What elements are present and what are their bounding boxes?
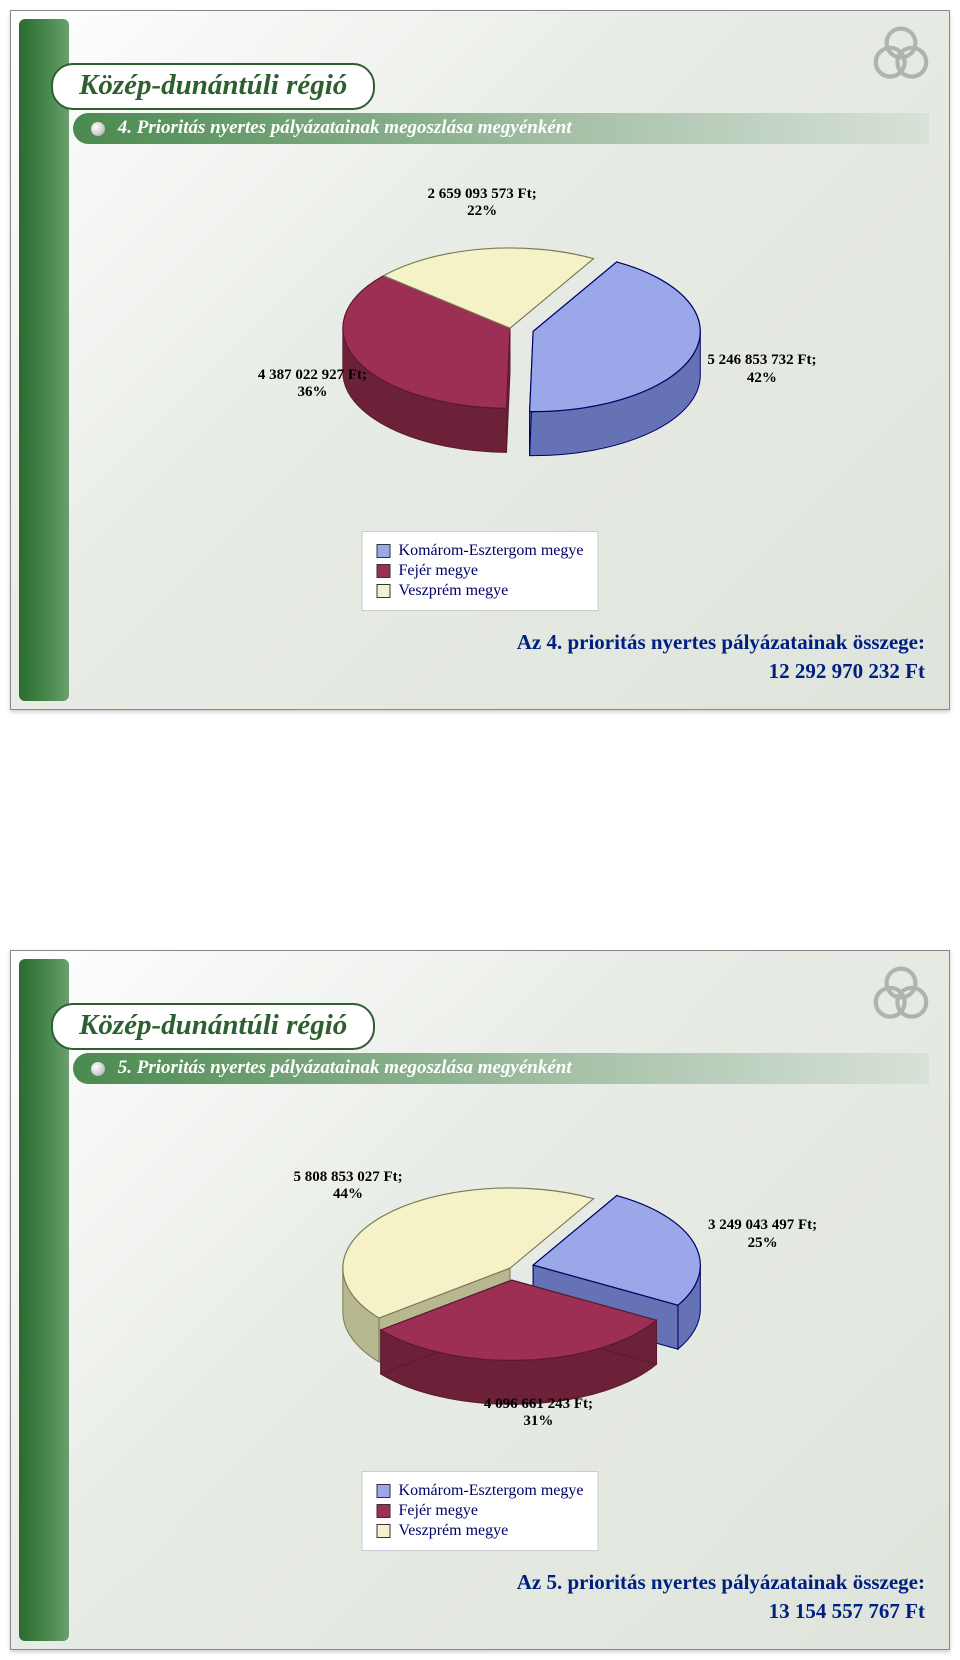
legend-label: Veszprém megye (399, 582, 509, 600)
subtitle-text: 5. Prioritás nyertes pályázatainak megos… (118, 1057, 572, 1078)
legend-item: Veszprém megye (377, 1522, 584, 1540)
slice-label: 3 249 043 497 Ft;25% (683, 1217, 843, 1252)
bullet-icon (91, 1062, 105, 1076)
subtitle-text: 4. Prioritás nyertes pályázatainak megos… (118, 117, 572, 138)
slide-subtitle: 4. Prioritás nyertes pályázatainak megos… (73, 113, 929, 144)
slide-1: Közép-dunántúli régió 4. Prioritás nyert… (10, 10, 950, 710)
summary-line1: Az 5. prioritás nyertes pályázatainak ös… (517, 1568, 925, 1596)
slice-label: 4 096 661 243 Ft;31% (458, 1396, 618, 1431)
slide-title: Közép-dunántúli régió (51, 63, 375, 110)
pie-chart: 5 246 853 732 Ft;42% 4 387 022 927 Ft;36%… (101, 161, 919, 559)
bullet-icon (91, 122, 105, 136)
legend-swatch (377, 1484, 391, 1498)
legend-label: Komárom-Esztergom megye (399, 542, 584, 560)
legend-item: Komárom-Esztergom megye (377, 1482, 584, 1500)
sidebar-accent (19, 959, 69, 1641)
chart-legend: Komárom-Esztergom megye Fejér megye Vesz… (362, 1471, 599, 1551)
slide-2: Közép-dunántúli régió 5. Prioritás nyert… (10, 950, 950, 1650)
legend-label: Fejér megye (399, 1502, 479, 1520)
summary-line2: 13 154 557 767 Ft (517, 1597, 925, 1625)
legend-swatch (377, 584, 391, 598)
summary-text: Az 4. prioritás nyertes pályázatainak ös… (517, 628, 925, 685)
legend-swatch (377, 564, 391, 578)
legend-label: Veszprém megye (399, 1522, 509, 1540)
legend-label: Fejér megye (399, 562, 479, 580)
triquetra-logo-icon (871, 25, 931, 85)
triquetra-logo-icon (871, 965, 931, 1025)
legend-swatch (377, 1524, 391, 1538)
legend-item: Komárom-Esztergom megye (377, 542, 584, 560)
sidebar-accent (19, 19, 69, 701)
summary-text: Az 5. prioritás nyertes pályázatainak ös… (517, 1568, 925, 1625)
legend-item: Fejér megye (377, 1502, 584, 1520)
legend-item: Veszprém megye (377, 582, 584, 600)
slide-subtitle: 5. Prioritás nyertes pályázatainak megos… (73, 1053, 929, 1084)
summary-line2: 12 292 970 232 Ft (517, 657, 925, 685)
chart-legend: Komárom-Esztergom megye Fejér megye Vesz… (362, 531, 599, 611)
summary-line1: Az 4. prioritás nyertes pályázatainak ös… (517, 628, 925, 656)
slice-label: 2 659 093 573 Ft;22% (402, 186, 562, 221)
legend-item: Fejér megye (377, 562, 584, 580)
slide-title: Közép-dunántúli régió (51, 1003, 375, 1050)
slice-label: 5 246 853 732 Ft;42% (682, 352, 842, 387)
slice-label: 5 808 853 027 Ft;44% (268, 1169, 428, 1204)
slice-label: 4 387 022 927 Ft;36% (232, 367, 392, 402)
legend-swatch (377, 544, 391, 558)
legend-swatch (377, 1504, 391, 1518)
pie-chart: 3 249 043 497 Ft;25% 4 096 661 243 Ft;31%… (101, 1101, 919, 1499)
legend-label: Komárom-Esztergom megye (399, 1482, 584, 1500)
